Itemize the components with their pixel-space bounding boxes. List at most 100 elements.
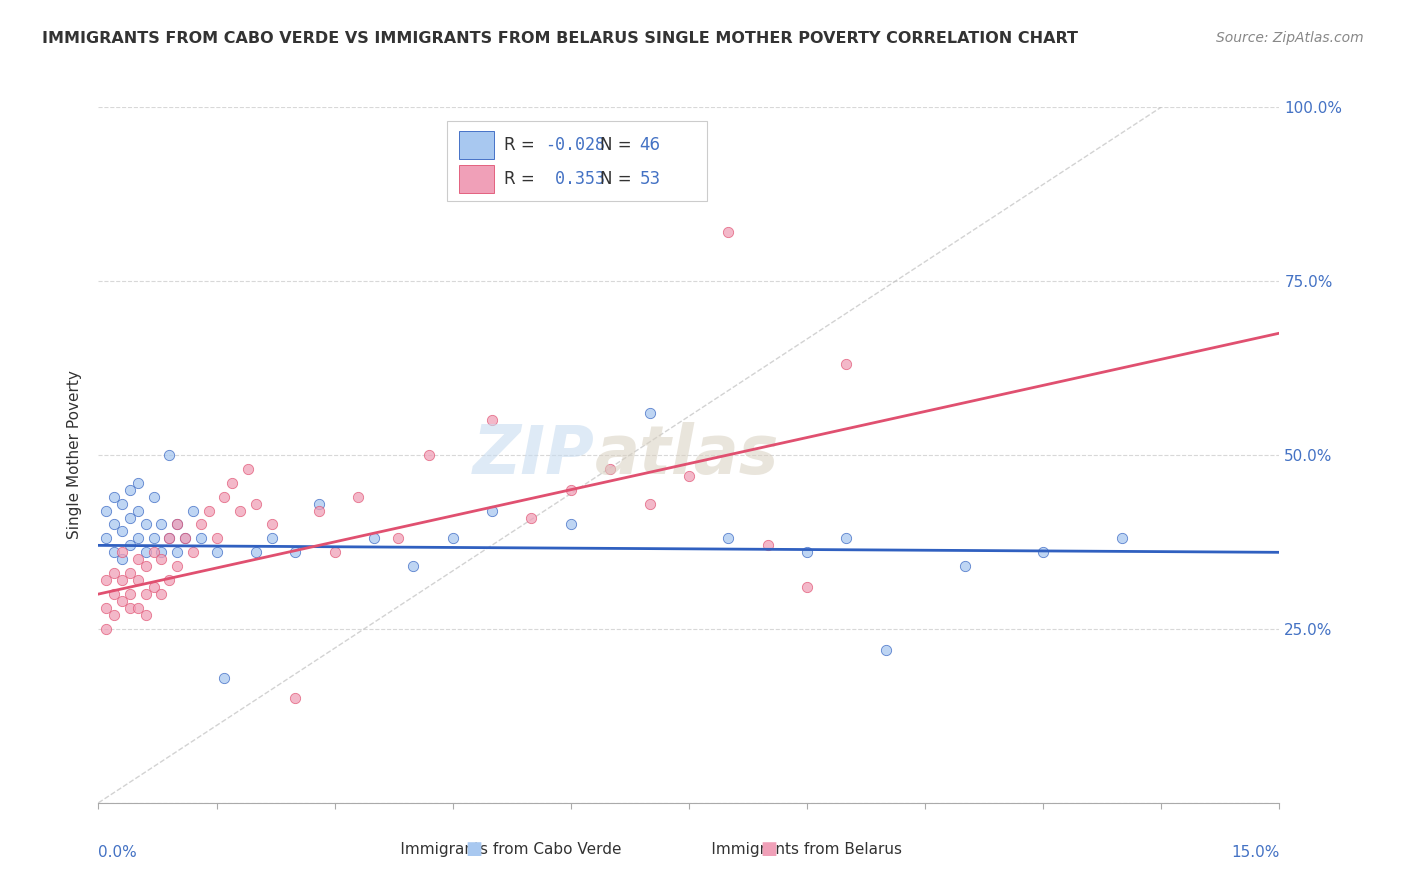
Point bbox=[284, 691, 307, 706]
Y-axis label: Single Mother Poverty: Single Mother Poverty bbox=[67, 370, 83, 540]
Point bbox=[96, 532, 118, 546]
Point bbox=[190, 517, 212, 532]
Point bbox=[197, 503, 219, 517]
Point bbox=[157, 573, 180, 587]
Point bbox=[142, 532, 165, 546]
Text: R =: R = bbox=[503, 136, 540, 154]
Point bbox=[323, 545, 346, 559]
Point bbox=[157, 448, 180, 462]
Text: R =: R = bbox=[503, 169, 540, 187]
Point bbox=[157, 532, 180, 546]
Text: ■: ■ bbox=[465, 840, 482, 858]
Point bbox=[229, 503, 252, 517]
Point bbox=[481, 413, 503, 427]
Point bbox=[181, 503, 204, 517]
Point bbox=[103, 587, 125, 601]
Text: IMMIGRANTS FROM CABO VERDE VS IMMIGRANTS FROM BELARUS SINGLE MOTHER POVERTY CORR: IMMIGRANTS FROM CABO VERDE VS IMMIGRANTS… bbox=[42, 31, 1078, 46]
Point bbox=[953, 559, 976, 574]
Point bbox=[150, 545, 173, 559]
Point bbox=[387, 532, 409, 546]
Point bbox=[135, 545, 157, 559]
Text: 15.0%: 15.0% bbox=[1232, 845, 1279, 860]
Point bbox=[135, 607, 157, 622]
Point bbox=[1111, 532, 1133, 546]
Point bbox=[717, 225, 740, 239]
Point bbox=[717, 532, 740, 546]
Point bbox=[118, 510, 141, 524]
Text: Immigrants from Belarus: Immigrants from Belarus bbox=[688, 842, 901, 856]
Point bbox=[142, 545, 165, 559]
Text: ZIP: ZIP bbox=[472, 422, 595, 488]
Text: N =: N = bbox=[600, 169, 637, 187]
Point bbox=[214, 490, 236, 504]
Point bbox=[111, 497, 134, 511]
Text: 0.0%: 0.0% bbox=[98, 845, 138, 860]
Point bbox=[875, 642, 897, 657]
Point bbox=[363, 532, 385, 546]
Point bbox=[157, 532, 180, 546]
Text: N =: N = bbox=[600, 136, 637, 154]
Point bbox=[599, 462, 621, 476]
Point bbox=[96, 573, 118, 587]
Point bbox=[135, 517, 157, 532]
FancyBboxPatch shape bbox=[458, 165, 494, 193]
Point bbox=[245, 545, 267, 559]
Point bbox=[135, 559, 157, 574]
Point bbox=[1032, 545, 1054, 559]
Point bbox=[127, 601, 149, 615]
Point bbox=[174, 532, 197, 546]
Point bbox=[214, 671, 236, 685]
Point bbox=[835, 532, 858, 546]
Point bbox=[166, 517, 188, 532]
Point bbox=[111, 594, 134, 608]
Point bbox=[127, 552, 149, 566]
Point bbox=[796, 545, 818, 559]
Point bbox=[284, 545, 307, 559]
Point bbox=[118, 587, 141, 601]
Point bbox=[111, 573, 134, 587]
Point bbox=[221, 475, 243, 490]
Point bbox=[142, 580, 165, 594]
Point bbox=[441, 532, 464, 546]
Point bbox=[638, 406, 661, 420]
Point bbox=[835, 358, 858, 372]
Point bbox=[190, 532, 212, 546]
Point bbox=[150, 587, 173, 601]
Point bbox=[127, 573, 149, 587]
Point bbox=[481, 503, 503, 517]
Point bbox=[111, 545, 134, 559]
Point bbox=[308, 503, 330, 517]
Point bbox=[111, 524, 134, 539]
Point bbox=[796, 580, 818, 594]
Point bbox=[181, 545, 204, 559]
Text: -0.028: -0.028 bbox=[546, 136, 605, 154]
Point bbox=[205, 545, 228, 559]
Point bbox=[127, 532, 149, 546]
Point bbox=[118, 483, 141, 497]
Point bbox=[402, 559, 425, 574]
Point bbox=[308, 497, 330, 511]
Point bbox=[103, 490, 125, 504]
Text: 53: 53 bbox=[640, 169, 661, 187]
Text: 0.353: 0.353 bbox=[546, 169, 605, 187]
Point bbox=[135, 587, 157, 601]
Point bbox=[678, 468, 700, 483]
Point bbox=[111, 552, 134, 566]
Point bbox=[756, 538, 779, 552]
Point bbox=[166, 545, 188, 559]
Point bbox=[103, 517, 125, 532]
Point bbox=[127, 503, 149, 517]
Text: 46: 46 bbox=[640, 136, 661, 154]
Point bbox=[150, 552, 173, 566]
Point bbox=[560, 517, 582, 532]
Text: atlas: atlas bbox=[595, 422, 779, 488]
Text: Immigrants from Cabo Verde: Immigrants from Cabo Verde bbox=[377, 842, 621, 856]
Point bbox=[150, 517, 173, 532]
Point bbox=[520, 510, 543, 524]
Point bbox=[347, 490, 370, 504]
Point bbox=[103, 566, 125, 581]
FancyBboxPatch shape bbox=[447, 121, 707, 201]
Point bbox=[127, 475, 149, 490]
Point bbox=[103, 607, 125, 622]
Point bbox=[103, 545, 125, 559]
